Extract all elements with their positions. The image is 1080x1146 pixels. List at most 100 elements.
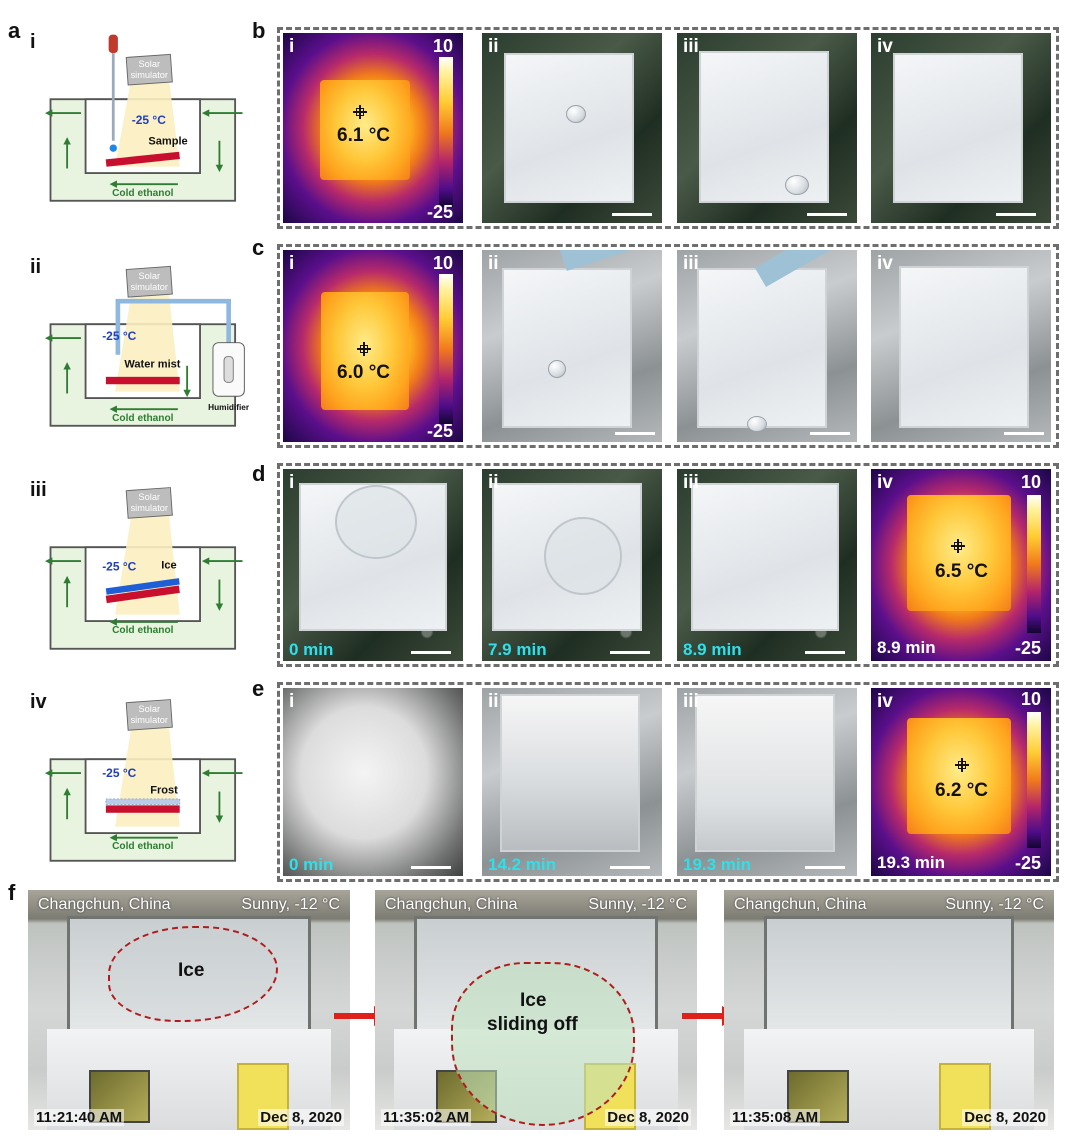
time-label: 0 min bbox=[289, 640, 334, 659]
location-text: Changchun, China bbox=[734, 896, 867, 913]
row-d-photo-ii: ii 7.9 min bbox=[482, 469, 662, 661]
cold-ethanol-text: Cold ethanol bbox=[112, 413, 174, 424]
row-e-photo-iii: iii 19.3 min bbox=[677, 688, 857, 876]
water-mist-text: Water mist bbox=[124, 359, 180, 371]
row-e-thermal: iv 6.2 °C 10 -25 19.3 min bbox=[871, 688, 1051, 876]
panel-label-d: d bbox=[252, 461, 266, 486]
sliding-label-1: Ice bbox=[520, 990, 547, 1011]
temperature-text: -25 °C bbox=[102, 766, 136, 780]
humidifier-text: Humidifier bbox=[208, 402, 250, 412]
date-text: Dec 8, 2020 bbox=[605, 1109, 691, 1126]
schematic-iv: Solar simulator -25 °C Frost Cold ethano… bbox=[30, 690, 275, 870]
colorbar-max: 10 bbox=[1021, 689, 1042, 709]
field-photo-1: Changchun, China Sunny, -12 °C Ice 11:21:… bbox=[28, 890, 350, 1130]
thermal-temperature: 6.0 °C bbox=[337, 362, 391, 383]
roman-label: i bbox=[289, 253, 295, 274]
roman-label: i bbox=[289, 36, 295, 57]
schematic-label-iii: iii bbox=[30, 479, 47, 501]
cold-ethanol-text: Cold ethanol bbox=[112, 841, 174, 852]
schematic-iii: Solar simulator -25 °C Ice Cold ethanol bbox=[30, 478, 275, 658]
row-d-frame bbox=[277, 463, 1059, 667]
solar-text: Solar bbox=[139, 492, 161, 502]
roman-label: i bbox=[289, 691, 295, 712]
weather-text: Sunny, -12 °C bbox=[588, 896, 687, 913]
colorbar-min: -25 bbox=[1015, 638, 1042, 658]
simulator-text: simulator bbox=[131, 70, 168, 80]
row-b-thermal: i 6.1 °C 10 -25 bbox=[283, 33, 463, 223]
row-b-photo-ii: ii bbox=[482, 33, 662, 223]
row-e-photo-ii: ii 14.2 min bbox=[482, 688, 662, 876]
ice-text: Ice bbox=[161, 559, 176, 571]
roman-label: iv bbox=[877, 472, 893, 493]
timestamp: 11:21:40 AM bbox=[34, 1109, 125, 1126]
schematic-ii: Solar simulator Humidifier -25 °C Water … bbox=[30, 255, 275, 435]
roman-label: ii bbox=[488, 253, 499, 274]
schematic-label-iv: iv bbox=[30, 691, 47, 713]
time-label: 19.3 min bbox=[683, 855, 752, 874]
colorbar-max: 10 bbox=[433, 253, 454, 273]
colorbar-min: -25 bbox=[427, 202, 454, 222]
panel-label-f: f bbox=[8, 880, 16, 905]
panel-label-e: e bbox=[252, 676, 265, 701]
cold-ethanol-text: Cold ethanol bbox=[112, 625, 174, 636]
roman-label: ii bbox=[488, 36, 499, 57]
crosshair-icon bbox=[357, 342, 371, 356]
time-label: 14.2 min bbox=[488, 855, 557, 874]
time-label: 8.9 min bbox=[877, 638, 936, 657]
crosshair-icon bbox=[353, 105, 367, 119]
crosshair-icon bbox=[951, 539, 965, 553]
colorbar bbox=[439, 57, 453, 207]
roman-label: iv bbox=[877, 36, 893, 57]
colorbar-min: -25 bbox=[1015, 853, 1042, 873]
simulator-text: simulator bbox=[131, 282, 168, 292]
colorbar bbox=[1027, 495, 1041, 633]
temperature-text: -25 °C bbox=[132, 113, 166, 127]
thermal-temperature: 6.1 °C bbox=[337, 125, 391, 146]
row-e-photo-i: i 0 min bbox=[283, 688, 463, 876]
temperature-text: -25 °C bbox=[102, 559, 136, 573]
row-d-photo-iii: iii 8.9 min bbox=[677, 469, 857, 661]
simulator-text: simulator bbox=[131, 715, 168, 725]
roman-label: ii bbox=[488, 691, 499, 712]
row-b-photo-iii: iii bbox=[677, 33, 857, 223]
crosshair-icon bbox=[955, 758, 969, 772]
field-photo-2: Changchun, China Sunny, -12 °C Ice slidin… bbox=[375, 890, 697, 1130]
row-c-photo-iii: iii bbox=[677, 250, 857, 442]
row-c-photo-iv: iv bbox=[871, 250, 1051, 442]
row-d-thermal: iv 6.5 °C 10 -25 8.9 min bbox=[871, 469, 1051, 661]
row-d-photo-i: i 0 min bbox=[283, 469, 463, 661]
time-label: 0 min bbox=[289, 855, 334, 874]
colorbar-min: -25 bbox=[427, 421, 454, 441]
schematic-label-i: i bbox=[30, 31, 36, 53]
roman-label: iii bbox=[683, 472, 699, 493]
roman-label: iii bbox=[683, 36, 699, 57]
sample-text: Sample bbox=[148, 135, 187, 147]
timestamp: 11:35:02 AM bbox=[381, 1109, 472, 1126]
date-text: Dec 8, 2020 bbox=[258, 1109, 344, 1126]
panel-label-a: a bbox=[8, 18, 21, 43]
weather-text: Sunny, -12 °C bbox=[241, 896, 340, 913]
solar-text: Solar bbox=[139, 271, 161, 281]
row-b-photo-iv: iv bbox=[871, 33, 1051, 223]
thermal-temperature: 6.5 °C bbox=[935, 561, 989, 582]
time-label: 8.9 min bbox=[683, 640, 742, 659]
roman-label: iii bbox=[683, 253, 699, 274]
sliding-label-2: sliding off bbox=[487, 1014, 578, 1035]
ice-label: Ice bbox=[178, 960, 205, 981]
time-label: 7.9 min bbox=[488, 640, 547, 659]
time-label: 19.3 min bbox=[877, 853, 946, 872]
row-c-photo-ii: ii bbox=[482, 250, 662, 442]
row-b-frame bbox=[277, 27, 1059, 229]
colorbar-max: 10 bbox=[1021, 472, 1042, 492]
location-text: Changchun, China bbox=[38, 896, 171, 913]
simulator-text: simulator bbox=[131, 503, 168, 513]
field-photo-3: Changchun, China Sunny, -12 °C 11:35:08 A… bbox=[724, 890, 1054, 1130]
temperature-text: -25 °C bbox=[102, 329, 136, 343]
weather-text: Sunny, -12 °C bbox=[945, 896, 1044, 913]
schematic-label-ii: ii bbox=[30, 256, 42, 278]
roman-label: iv bbox=[877, 253, 893, 274]
row-c-frame bbox=[277, 244, 1059, 448]
panel-label-c: c bbox=[252, 235, 265, 260]
location-text: Changchun, China bbox=[385, 896, 518, 913]
panel-label-b: b bbox=[252, 18, 266, 43]
